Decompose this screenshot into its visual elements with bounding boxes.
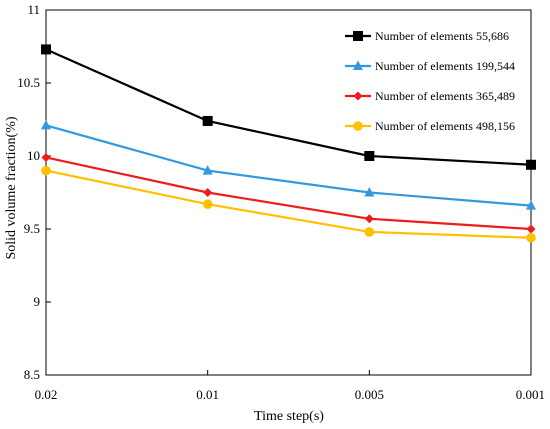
legend-label: Number of elements 365,489 [375,89,515,103]
y-tick-label: 10 [27,148,40,163]
data-point [41,152,51,162]
data-point [364,187,375,197]
y-tick-label: 10.5 [17,75,40,90]
legend-marker [353,60,363,70]
x-tick-label: 0.005 [355,387,384,402]
y-axis-title: Solid volume fraction(%) [4,116,19,259]
data-point [203,188,213,197]
legend-marker [353,91,363,101]
legend-item: Number of elements 199,544 [345,59,515,73]
y-tick-label: 9.5 [24,221,40,236]
x-tick-label: 0.01 [196,387,219,402]
data-point [202,199,213,209]
x-axis-title: Time step(s) [254,409,324,424]
data-point [41,119,51,130]
plot-frame [45,9,532,376]
series-4 [41,165,536,243]
x-axis: 0.02 0.01 0.005 0.001 [35,370,545,402]
x-tick-label: 0.02 [35,387,58,402]
legend-marker [353,121,363,131]
series-line [45,169,532,239]
data-point [202,115,213,126]
y-tick-label: 11 [27,2,40,17]
y-tick-label: 8.5 [24,367,40,382]
data-point [364,214,374,224]
legend: Number of elements 55,686 Number of eleme… [345,29,515,133]
legend-item: Number of elements 365,489 [345,89,515,103]
data-point [526,159,536,170]
series-3 [41,152,536,234]
series-1 [41,44,536,170]
y-axis: 8.5 9 9.5 10 10.5 11 [17,2,51,382]
data-point [202,165,213,175]
series-line [45,48,532,166]
data-point [364,151,375,161]
legend-label: Number of elements 55,686 [375,29,509,43]
legend-label: Number of elements 498,156 [375,119,515,133]
data-point [41,44,51,55]
legend-item: Number of elements 55,686 [345,29,509,43]
legend-item: Number of elements 498,156 [345,119,515,133]
data-point [41,165,51,176]
series-line [45,156,532,231]
data-point [364,227,375,237]
series-layer [41,44,536,243]
data-point [526,224,536,234]
series-line [45,124,532,207]
legend-label: Number of elements 199,544 [375,59,515,73]
y-tick-label: 9 [34,294,41,309]
data-point [526,200,536,210]
series-2 [41,119,536,210]
x-tick-label: 0.001 [516,387,545,402]
legend-marker [353,31,363,41]
data-point [526,232,536,243]
